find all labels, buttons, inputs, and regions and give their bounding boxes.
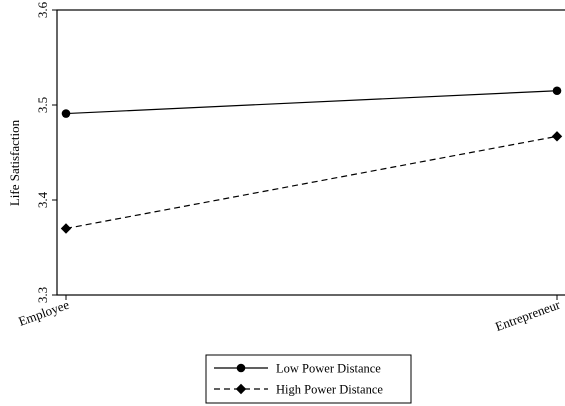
circle-marker	[61, 109, 71, 118]
diamond-marker	[60, 223, 72, 234]
y-tick-label: 3.6	[35, 1, 50, 18]
series-line	[65, 90, 558, 115]
series-layer	[60, 86, 563, 234]
x-axis: Employee Entrepreneur	[16, 295, 563, 334]
circle-marker	[552, 86, 562, 96]
y-tick-label: 3.5	[35, 97, 50, 113]
diamond-marker	[551, 131, 563, 142]
y-axis: 3.3 3.4 3.5 3.6	[35, 1, 57, 303]
y-tick-label: 3.4	[35, 191, 50, 208]
legend: Low Power Distance High Power Distance	[205, 354, 412, 404]
legend-label: High Power Distance	[276, 383, 383, 397]
x-tick-label: Entrepreneur	[493, 296, 563, 334]
legend-circle-marker	[236, 363, 246, 373]
legend-item: Low Power Distance	[214, 362, 381, 376]
legend-box	[205, 354, 412, 404]
legend-label: Low Power Distance	[276, 362, 381, 376]
series-high-power-distance	[60, 131, 563, 234]
legend-item: High Power Distance	[214, 383, 383, 397]
plot-area-frame	[56, 9, 565, 296]
legend-diamond-marker	[235, 383, 247, 395]
series-low-power-distance	[61, 86, 562, 118]
series-line	[65, 135, 558, 230]
y-axis-title: Life Satisfaction	[7, 119, 22, 206]
y-tick-label: 3.3	[35, 287, 50, 303]
